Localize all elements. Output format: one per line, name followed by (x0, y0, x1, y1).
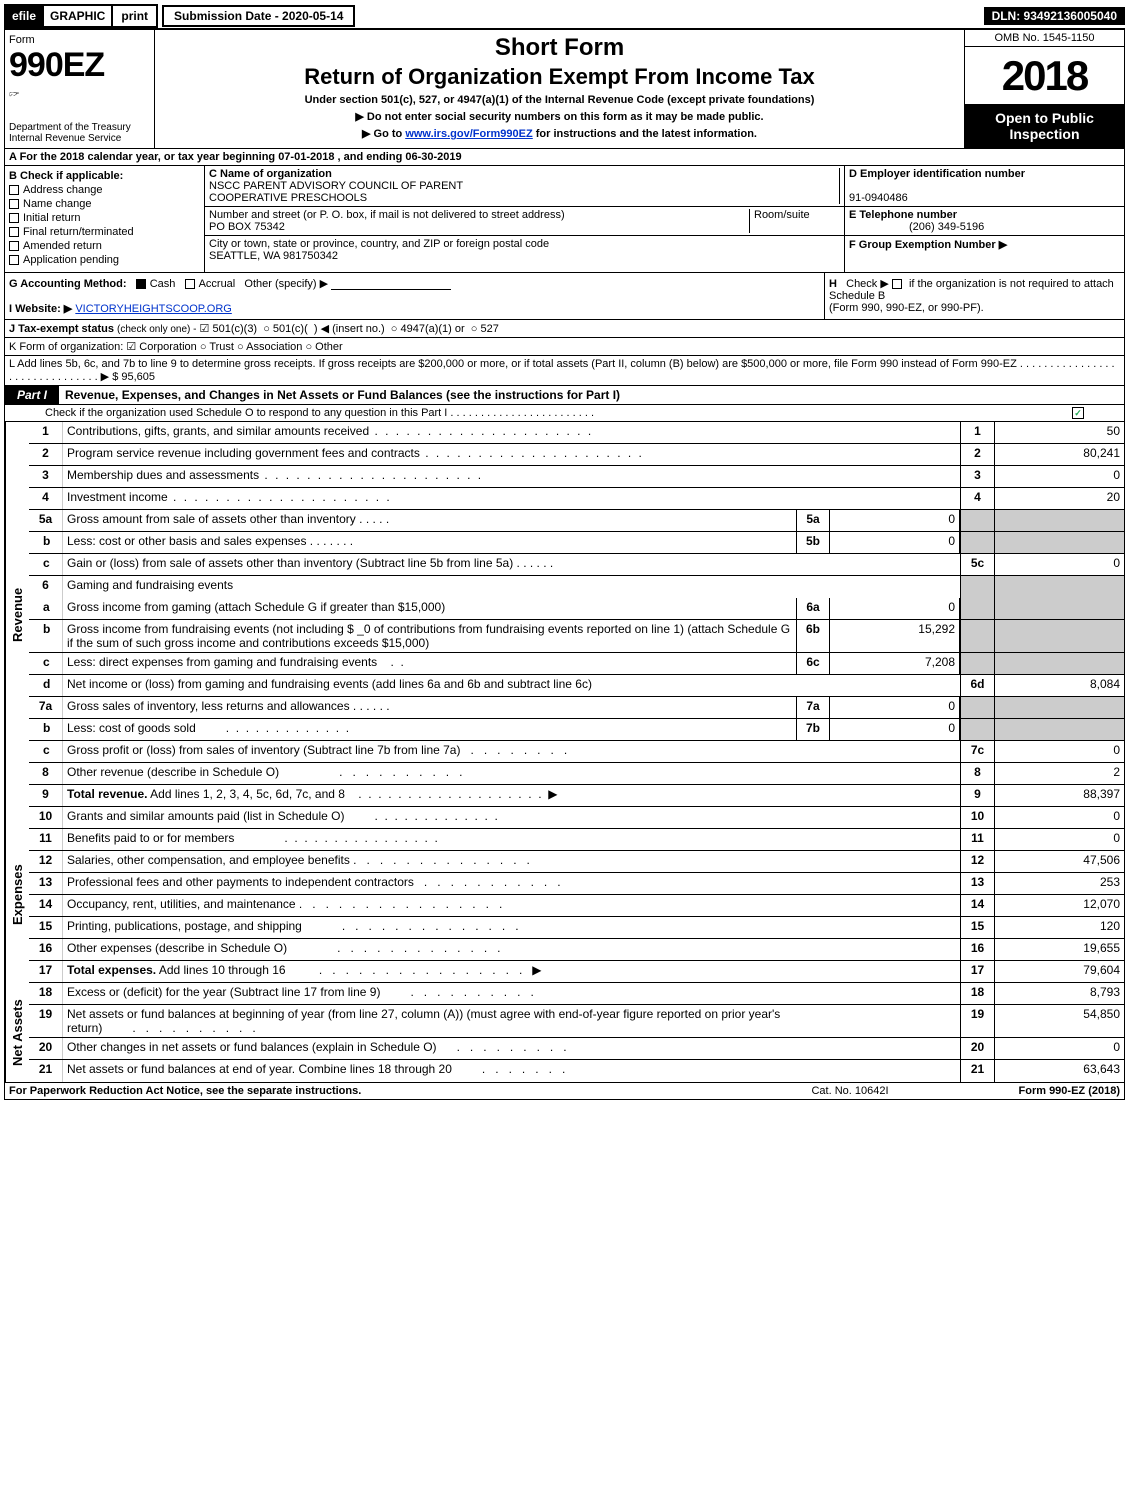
city-value: SEATTLE, WA 981750342 (209, 250, 338, 262)
col-e-label: E Telephone number (849, 209, 957, 221)
short-form-title: Short Form (159, 34, 960, 62)
tax-year: 2018 (965, 47, 1124, 104)
irs-label: Internal Revenue Service (9, 133, 121, 144)
chk-pending[interactable] (9, 255, 19, 265)
footer-mid: Cat. No. 10642I (760, 1085, 940, 1097)
line-g-label: G Accounting Method: (9, 278, 127, 290)
chk-h[interactable] (892, 279, 902, 289)
col-b-checks: B Check if applicable: Address change Na… (5, 166, 205, 272)
graphic-label: GRAPHIC (44, 4, 113, 28)
line-j: J Tax-exempt status (check only one) - ☑… (4, 320, 1125, 338)
city-label: City or town, state or province, country… (209, 238, 549, 250)
irs-link[interactable]: www.irs.gov/Form990EZ (405, 128, 532, 140)
dept-label: Department of the Treasury (9, 122, 131, 133)
dln-label: DLN: 93492136005040 (984, 7, 1125, 25)
form-header: Form 990EZ 🖙 Department of the Treasury … (4, 28, 1125, 149)
efile-label: efile (4, 4, 44, 28)
expenses-tab: Expenses (5, 807, 29, 983)
part1-label: Part I (5, 386, 59, 404)
omb-number: OMB No. 1545-1150 (965, 30, 1124, 47)
part1-sub: Check if the organization used Schedule … (4, 405, 1125, 422)
form-word: Form (9, 34, 150, 46)
street-label: Number and street (or P. O. box, if mail… (209, 209, 565, 221)
footer-right: Form 990-EZ (2018) (940, 1085, 1120, 1097)
street-value: PO BOX 75342 (209, 221, 285, 233)
col-c-label: C Name of organization (209, 168, 332, 180)
return-title: Return of Organization Exempt From Incom… (159, 64, 960, 90)
line-k: K Form of organization: ☑ Corporation ○ … (4, 338, 1125, 356)
line-h-label: H (829, 278, 837, 290)
net-assets-tab: Net Assets (5, 983, 29, 1082)
form-number: 990EZ (9, 46, 150, 85)
part1-title: Revenue, Expenses, and Changes in Net As… (59, 386, 1124, 404)
open-to-public: Open to Public Inspection (965, 104, 1124, 148)
revenue-section: Revenue 1Contributions, gifts, grants, a… (4, 422, 1125, 807)
chk-address[interactable] (9, 185, 19, 195)
org-name-1: NSCC PARENT ADVISORY COUNCIL OF PARENT (209, 180, 463, 192)
chk-accrual[interactable] (185, 279, 195, 289)
chk-name[interactable] (9, 199, 19, 209)
col-b-header: B Check if applicable: (9, 170, 200, 182)
chk-initial[interactable] (9, 213, 19, 223)
do-not-enter: ▶ Do not enter social security numbers o… (159, 110, 960, 123)
website-link[interactable]: VICTORYHEIGHTSCOOP.ORG (75, 303, 231, 315)
col-f-label: F Group Exemption Number ▶ (849, 239, 1007, 251)
print-link[interactable]: print (113, 4, 158, 28)
line-i-label: I Website: ▶ (9, 303, 72, 315)
chk-final[interactable] (9, 227, 19, 237)
col-d-label: D Employer identification number (849, 168, 1025, 180)
chk-amended[interactable] (9, 241, 19, 251)
page-footer: For Paperwork Reduction Act Notice, see … (4, 1083, 1125, 1100)
line-l: L Add lines 5b, 6c, and 7b to line 9 to … (4, 356, 1125, 386)
room-suite-label: Room/suite (750, 209, 840, 233)
part1-header: Part I Revenue, Expenses, and Changes in… (4, 386, 1125, 405)
top-bar: efile GRAPHIC print Submission Date - 20… (4, 4, 1125, 28)
net-assets-section: Net Assets 18Excess or (deficit) for the… (4, 983, 1125, 1083)
phone-value: (206) 349-5196 (849, 221, 984, 233)
goto-line: ▶ Go to www.irs.gov/Form990EZ for instru… (159, 127, 960, 140)
under-section: Under section 501(c), 527, or 4947(a)(1)… (159, 94, 960, 106)
revenue-tab: Revenue (5, 422, 29, 807)
chk-cash[interactable] (136, 279, 146, 289)
part1-check-icon: ✓ (1072, 407, 1084, 419)
org-name-2: COOPERATIVE PRESCHOOLS (209, 192, 367, 204)
ein-value: 91-0940486 (849, 192, 908, 204)
submission-date: Submission Date - 2020-05-14 (162, 5, 355, 27)
expenses-section: Expenses 10Grants and similar amounts pa… (4, 807, 1125, 983)
gh-row: G Accounting Method: Cash Accrual Other … (4, 273, 1125, 320)
row-a-tax-year: A For the 2018 calendar year, or tax yea… (4, 149, 1125, 166)
footer-left: For Paperwork Reduction Act Notice, see … (9, 1085, 760, 1097)
info-block: B Check if applicable: Address change Na… (4, 166, 1125, 273)
